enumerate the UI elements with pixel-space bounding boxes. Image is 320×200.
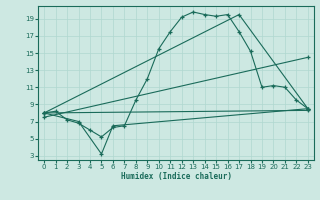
- X-axis label: Humidex (Indice chaleur): Humidex (Indice chaleur): [121, 172, 231, 181]
